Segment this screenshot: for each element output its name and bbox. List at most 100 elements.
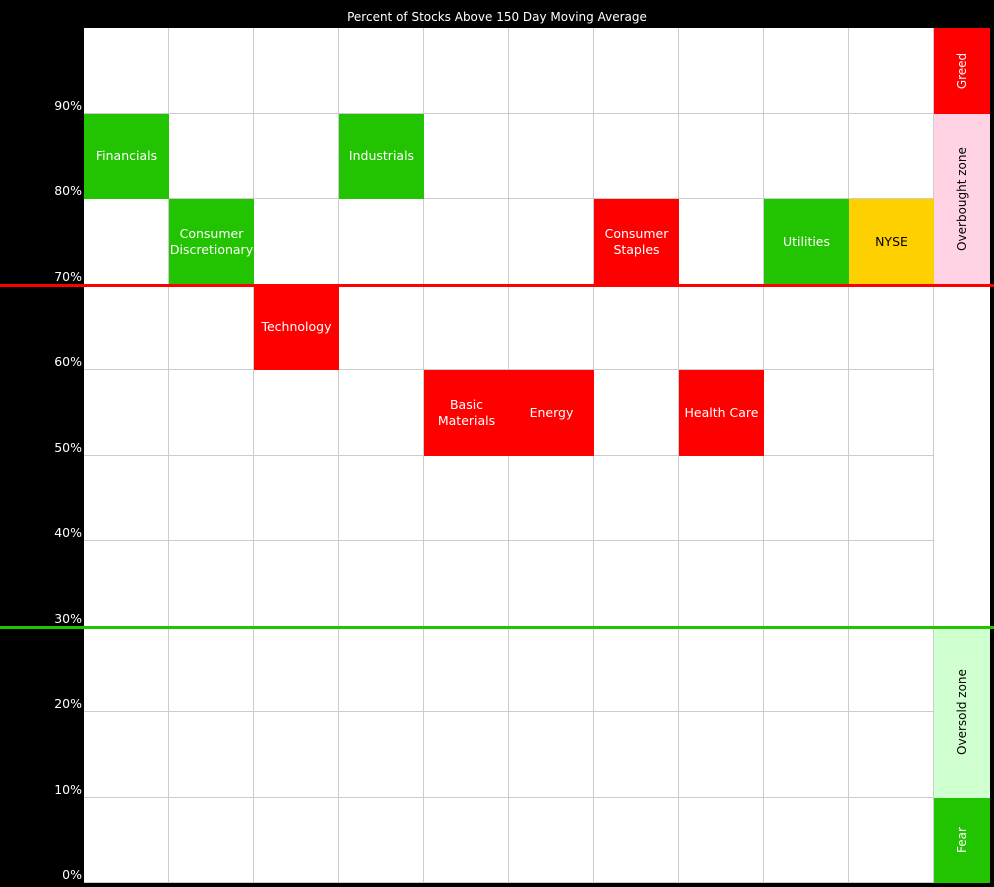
grid-cell bbox=[84, 541, 169, 627]
grid-cell bbox=[594, 284, 679, 370]
grid-cell bbox=[679, 199, 764, 285]
grid-cell bbox=[849, 541, 934, 627]
sector-label: Basic Materials bbox=[437, 396, 496, 428]
grid-cell bbox=[679, 284, 764, 370]
grid-cell bbox=[679, 541, 764, 627]
grid-cell bbox=[849, 626, 934, 712]
grid-cell bbox=[424, 455, 509, 541]
threshold-line bbox=[0, 625, 994, 629]
sector-cell: Consumer Staples bbox=[594, 199, 679, 285]
grid-cell bbox=[339, 284, 424, 370]
sector-label: Consumer Staples bbox=[604, 225, 669, 257]
grid-cell bbox=[339, 199, 424, 285]
grid-cell bbox=[254, 626, 339, 712]
grid-cell bbox=[764, 28, 849, 114]
grid-cell bbox=[339, 712, 424, 798]
sector-label: Technology bbox=[261, 319, 332, 335]
grid-cell bbox=[339, 541, 424, 627]
grid-cell bbox=[764, 626, 849, 712]
grid-cell bbox=[84, 797, 169, 883]
y-tick-label: 0% bbox=[62, 867, 82, 882]
grid-cell bbox=[84, 626, 169, 712]
grid-cell bbox=[169, 541, 254, 627]
sector-cell: NYSE bbox=[849, 199, 934, 285]
grid-cell bbox=[169, 797, 254, 883]
sector-label: Industrials bbox=[348, 148, 415, 164]
grid-cell bbox=[254, 28, 339, 114]
y-tick-label: 90% bbox=[54, 97, 82, 113]
grid-cell bbox=[594, 626, 679, 712]
grid-cell bbox=[424, 113, 509, 199]
grid-cell bbox=[424, 797, 509, 883]
grid-cell bbox=[849, 455, 934, 541]
y-tick-label: 20% bbox=[54, 696, 82, 711]
grid-cell bbox=[84, 284, 169, 370]
grid-cell bbox=[424, 199, 509, 285]
grid-cell bbox=[509, 455, 594, 541]
grid-cell bbox=[339, 626, 424, 712]
y-tick-label: 60% bbox=[54, 354, 82, 369]
grid-cell bbox=[84, 28, 169, 114]
zone-band: Fear bbox=[934, 797, 990, 883]
grid-cell bbox=[339, 797, 424, 883]
grid-cell bbox=[594, 28, 679, 114]
grid-cell bbox=[509, 199, 594, 285]
zone-label: Overbought zone bbox=[955, 147, 969, 251]
sector-cell: Health Care bbox=[679, 370, 764, 456]
y-tick-label: 10% bbox=[54, 781, 82, 797]
sector-cell: Energy bbox=[509, 370, 594, 456]
sector-label: Consumer Discretionary bbox=[169, 225, 254, 257]
grid-cell bbox=[169, 28, 254, 114]
grid-cell bbox=[764, 370, 849, 456]
grid-cell bbox=[509, 113, 594, 199]
grid-cell bbox=[254, 199, 339, 285]
grid-cell bbox=[169, 626, 254, 712]
zone-band: Overbought zone bbox=[934, 113, 990, 285]
grid-cell bbox=[339, 370, 424, 456]
grid-cell bbox=[849, 113, 934, 199]
grid-cell bbox=[424, 541, 509, 627]
sector-label: Energy bbox=[529, 404, 574, 420]
grid-cell bbox=[679, 28, 764, 114]
grid-cell bbox=[764, 284, 849, 370]
grid-cell bbox=[509, 284, 594, 370]
grid-cell bbox=[84, 199, 169, 285]
grid-cell bbox=[849, 797, 934, 883]
grid-cell bbox=[764, 797, 849, 883]
grid-cell bbox=[424, 28, 509, 114]
grid-cell bbox=[594, 712, 679, 798]
zone-label: Fear bbox=[954, 827, 969, 854]
grid-cell bbox=[764, 712, 849, 798]
sector-label: NYSE bbox=[875, 233, 908, 249]
grid-cell bbox=[849, 28, 934, 114]
grid-cell bbox=[594, 113, 679, 199]
grid-cell bbox=[254, 370, 339, 456]
sector-cell: Basic Materials bbox=[424, 370, 509, 456]
grid-cell bbox=[679, 455, 764, 541]
grid-cell bbox=[679, 626, 764, 712]
sector-label: Health Care bbox=[684, 404, 759, 420]
zone-label: Oversold zone bbox=[955, 669, 970, 755]
grid-cell bbox=[594, 797, 679, 883]
chart-title: Percent of Stocks Above 150 Day Moving A… bbox=[347, 10, 647, 24]
y-tick-label: 50% bbox=[54, 439, 82, 455]
sector-cell: Technology bbox=[254, 284, 339, 370]
zone-band: Greed bbox=[934, 28, 990, 114]
sector-label: Financials bbox=[95, 148, 158, 164]
grid-cell bbox=[254, 712, 339, 798]
grid-cell bbox=[169, 370, 254, 456]
heatmap-grid: Greed Overbought zone Oversold zone Fear Fin… bbox=[84, 28, 990, 883]
grid-cell bbox=[84, 370, 169, 456]
grid-cell bbox=[679, 797, 764, 883]
sector-label: Utilities bbox=[782, 233, 831, 249]
grid-cell bbox=[764, 113, 849, 199]
grid-cell bbox=[509, 28, 594, 114]
zone-band bbox=[934, 284, 990, 627]
grid-cell bbox=[594, 370, 679, 456]
sector-cell: Consumer Discretionary bbox=[169, 199, 254, 285]
y-tick-label: 40% bbox=[54, 525, 82, 540]
grid-cell bbox=[169, 113, 254, 199]
grid-cell bbox=[254, 113, 339, 199]
grid-cell bbox=[254, 541, 339, 627]
sector-cell: Utilities bbox=[764, 199, 849, 285]
